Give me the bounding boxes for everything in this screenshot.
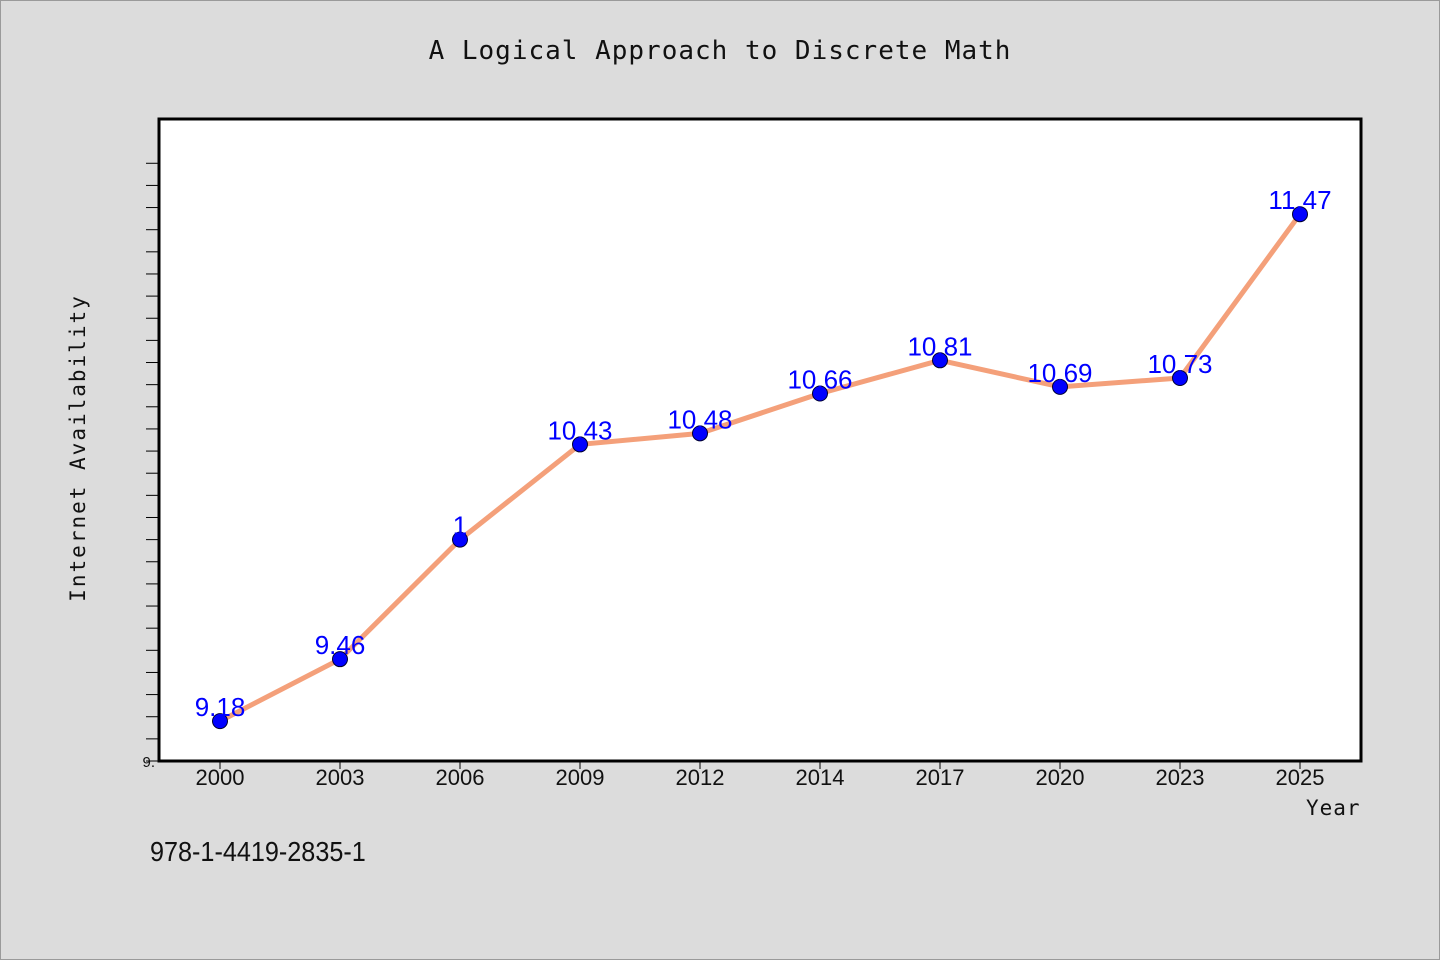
chart-title: A Logical Approach to Discrete Math [428,36,1012,66]
data-label: 10.48 [667,404,732,434]
x-tick-label: 2014 [796,765,845,790]
data-label: 10.43 [547,415,612,445]
data-label: 11.47 [1268,185,1331,215]
data-point [692,425,708,442]
data-label: 9.18 [195,692,246,722]
x-tick-label: 2025 [1276,765,1325,790]
y-tick-label: 9. [142,754,155,771]
x-tick-label: 2012 [676,765,725,790]
x-tick-label: 2000 [196,765,245,790]
data-point [332,651,348,668]
data-label: 10.81 [907,331,972,361]
data-point [932,352,948,369]
plot-area [157,117,1363,763]
x-tick-label: 2017 [916,765,965,790]
series-line [217,211,1303,724]
x-tick-label: 2006 [436,765,485,790]
x-tick-label: 2023 [1156,765,1205,790]
x-tick-label: 2009 [556,765,605,790]
data-point [1172,370,1188,387]
isbn-footnote: 978-1-4419-2835-1 [150,836,366,867]
data-label: 1 [453,511,467,541]
x-tick-label: 2003 [316,765,365,790]
x-axis-label: Year [1306,796,1361,820]
x-tick-label: 2020 [1036,765,1085,790]
data-label: 10.69 [1027,358,1092,388]
data-point [1052,378,1068,395]
data-point [452,531,468,548]
data-point [572,436,588,453]
data-point [212,713,228,730]
data-point [1292,206,1308,223]
data-label: 10.73 [1147,349,1212,379]
data-label: 10.66 [787,365,852,395]
data-point [812,385,828,402]
data-label: 9.46 [315,630,366,660]
